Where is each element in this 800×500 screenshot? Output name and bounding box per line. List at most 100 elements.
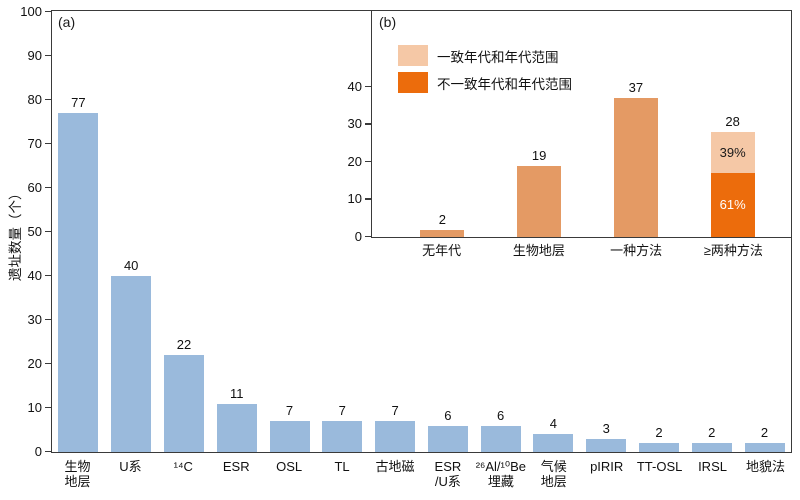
y-tick-label: 40	[27, 267, 42, 283]
bar-value-label: 6	[497, 407, 505, 423]
x-tick-label: OSL	[276, 459, 303, 474]
bar-slot: 22	[158, 11, 211, 452]
y-tick-label: 0	[34, 443, 42, 459]
bar	[375, 421, 416, 452]
stacked-bar: 39% 61%	[710, 132, 755, 237]
x-tick-label: pIRIR	[590, 459, 624, 474]
bar	[427, 425, 468, 452]
y-tick-mark	[45, 186, 51, 189]
y-tick-mark	[45, 450, 51, 453]
bar-slot: 2	[738, 11, 791, 452]
x-tick-label: TL	[334, 459, 350, 474]
y-tick-mark	[45, 142, 51, 145]
y-tick-mark	[45, 230, 51, 233]
bar-slot: 39% 61% 28	[684, 11, 781, 237]
y-tick-mark	[365, 235, 371, 238]
y-tick-mark	[365, 160, 371, 163]
bar	[638, 443, 679, 452]
bar-slot: 40	[105, 11, 158, 452]
bar	[58, 113, 99, 452]
bar-value-label: 22	[176, 337, 192, 353]
legend-item: 不一致年代和年代范围	[398, 72, 572, 93]
y-tick-mark	[45, 362, 51, 365]
bar-value-label: 77	[71, 95, 86, 111]
bar-slot: 7	[369, 11, 422, 452]
x-tick-label: 地貌法	[745, 459, 785, 474]
y-tick-mark	[365, 85, 371, 88]
y-tick-label: 90	[27, 47, 42, 63]
bar-value-label: 40	[123, 258, 139, 273]
y-tick-mark	[45, 10, 51, 13]
legend-label: 一致年代和年代范围	[437, 49, 559, 65]
legend-swatch	[398, 72, 428, 93]
bar-value-label: 7	[391, 403, 399, 419]
y-tick-label: 70	[27, 135, 42, 151]
legend-label: 不一致年代和年代范围	[437, 76, 572, 92]
bar-slot: 7	[316, 11, 369, 452]
y-tick-mark	[45, 318, 51, 321]
bar-value-label: 11	[229, 385, 244, 401]
y-tick-mark	[45, 406, 51, 409]
bar	[744, 443, 785, 452]
bar-value-label: 2	[438, 211, 446, 227]
bar-slot: 2	[394, 11, 491, 237]
bar-value-label: 2	[655, 425, 663, 441]
bar-value-label: 7	[285, 403, 294, 419]
stacked-bar-segment: 39%	[710, 132, 755, 173]
bar	[517, 165, 562, 237]
bar	[691, 443, 732, 452]
bar	[163, 355, 204, 452]
bar	[269, 421, 310, 452]
bar-slot: 4	[527, 11, 580, 452]
bar-slot: 11	[210, 11, 263, 452]
bar-slot: 77	[52, 11, 105, 452]
panel-b-x-axis: 无年代 生物地层 一种方法 ≥两种方法	[371, 243, 792, 258]
bar	[111, 276, 152, 452]
y-tick-label: 60	[27, 179, 42, 195]
x-tick-label: ≥两种方法	[703, 243, 763, 258]
stacked-bar-segment: 61%	[710, 172, 755, 237]
bar	[420, 229, 465, 237]
bar-value-label: 2	[760, 425, 769, 441]
bar	[586, 438, 627, 452]
x-tick-label: ²⁶Al/¹⁰Be 埋藏	[475, 459, 526, 489]
x-tick-label: U系	[119, 459, 142, 474]
y-tick-mark	[45, 54, 51, 57]
x-tick-label: ESR /U系	[434, 459, 462, 489]
bar-value-label: 3	[602, 420, 610, 436]
bar-value-label: 37	[628, 80, 644, 96]
y-tick-mark	[45, 274, 51, 277]
panel-a-bars: 77 40 22 11 7 7 7 6 6 4 3 2 2 2	[52, 11, 791, 452]
bar-slot: 2	[685, 11, 738, 452]
bar	[216, 403, 257, 452]
panel-b-legend: 一致年代和年代范围 不一致年代和年代范围	[398, 45, 572, 93]
bar-slot: 19	[491, 11, 588, 237]
bar-value-label: 4	[549, 416, 558, 432]
x-tick-label: 一种方法	[610, 243, 663, 258]
panel-b-plot-area: (b) 一致年代和年代范围 不一致年代和年代范围 2 19 37 39% 61% 28	[371, 10, 792, 238]
y-tick-label: 10	[27, 399, 42, 415]
y-tick-mark	[45, 98, 51, 101]
x-tick-label: 古地磁	[375, 459, 415, 474]
bar-value-label: 6	[444, 407, 452, 423]
x-tick-label: ESR	[222, 459, 250, 474]
bar-slot: 37	[588, 11, 685, 237]
bar-value-label: 19	[531, 147, 547, 163]
bar	[322, 421, 363, 452]
panel-b-bars: 2 19 37 39% 61% 28	[372, 11, 791, 237]
panel-a-x-axis: 生物 地层 U系 ¹⁴C ESR OSL TL 古地磁 ESR /U系 ²⁶Al/¹⁰Be 埋藏…	[51, 459, 792, 489]
bar	[533, 434, 574, 452]
bar-slot: 6	[474, 11, 527, 452]
bar-value-label: 28	[725, 114, 740, 129]
bar-value-label: 2	[708, 425, 716, 441]
y-tick-label: 100	[20, 3, 42, 19]
legend-item: 一致年代和年代范围	[398, 45, 572, 66]
bar-slot: 3	[580, 11, 633, 452]
y-tick-label: 30	[27, 311, 42, 327]
bar-slot: 2	[633, 11, 686, 452]
panel-a-label: (a)	[58, 14, 76, 30]
bar-value-label: 7	[338, 403, 346, 419]
x-tick-label: ¹⁴C	[173, 459, 193, 474]
bar-slot: 7	[263, 11, 316, 452]
